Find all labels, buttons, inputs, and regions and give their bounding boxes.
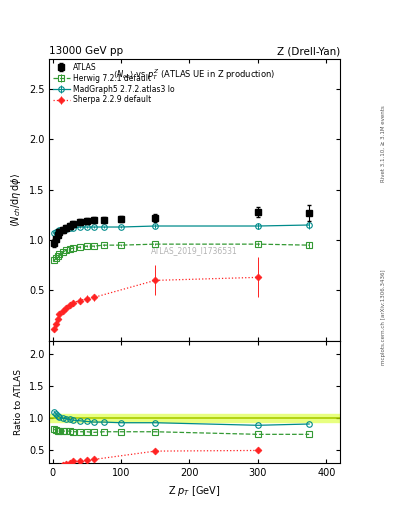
Text: Rivet 3.1.10, ≥ 3.1M events: Rivet 3.1.10, ≥ 3.1M events [381, 105, 386, 182]
Text: $\langle N_{ch}\rangle$ vs $p_T^Z$ (ATLAS UE in Z production): $\langle N_{ch}\rangle$ vs $p_T^Z$ (ATLA… [114, 68, 275, 82]
Y-axis label: $\langle N_{ch}/\mathrm{d}\eta\,\mathrm{d}\phi\rangle$: $\langle N_{ch}/\mathrm{d}\eta\,\mathrm{… [9, 173, 23, 227]
Text: Z (Drell-Yan): Z (Drell-Yan) [277, 46, 340, 56]
Bar [49, 414, 340, 422]
X-axis label: Z $p_T$ [GeV]: Z $p_T$ [GeV] [168, 484, 221, 498]
Text: mcplots.cern.ch [arXiv:1306.3436]: mcplots.cern.ch [arXiv:1306.3436] [381, 270, 386, 365]
Y-axis label: Ratio to ATLAS: Ratio to ATLAS [14, 369, 23, 435]
Text: ATLAS_2019_I1736531: ATLAS_2019_I1736531 [151, 246, 238, 255]
Text: 13000 GeV pp: 13000 GeV pp [49, 46, 123, 56]
Legend: ATLAS, Herwig 7.2.1 default, MadGraph5 2.7.2.atlas3 lo, Sherpa 2.2.9 default: ATLAS, Herwig 7.2.1 default, MadGraph5 2… [51, 61, 176, 106]
